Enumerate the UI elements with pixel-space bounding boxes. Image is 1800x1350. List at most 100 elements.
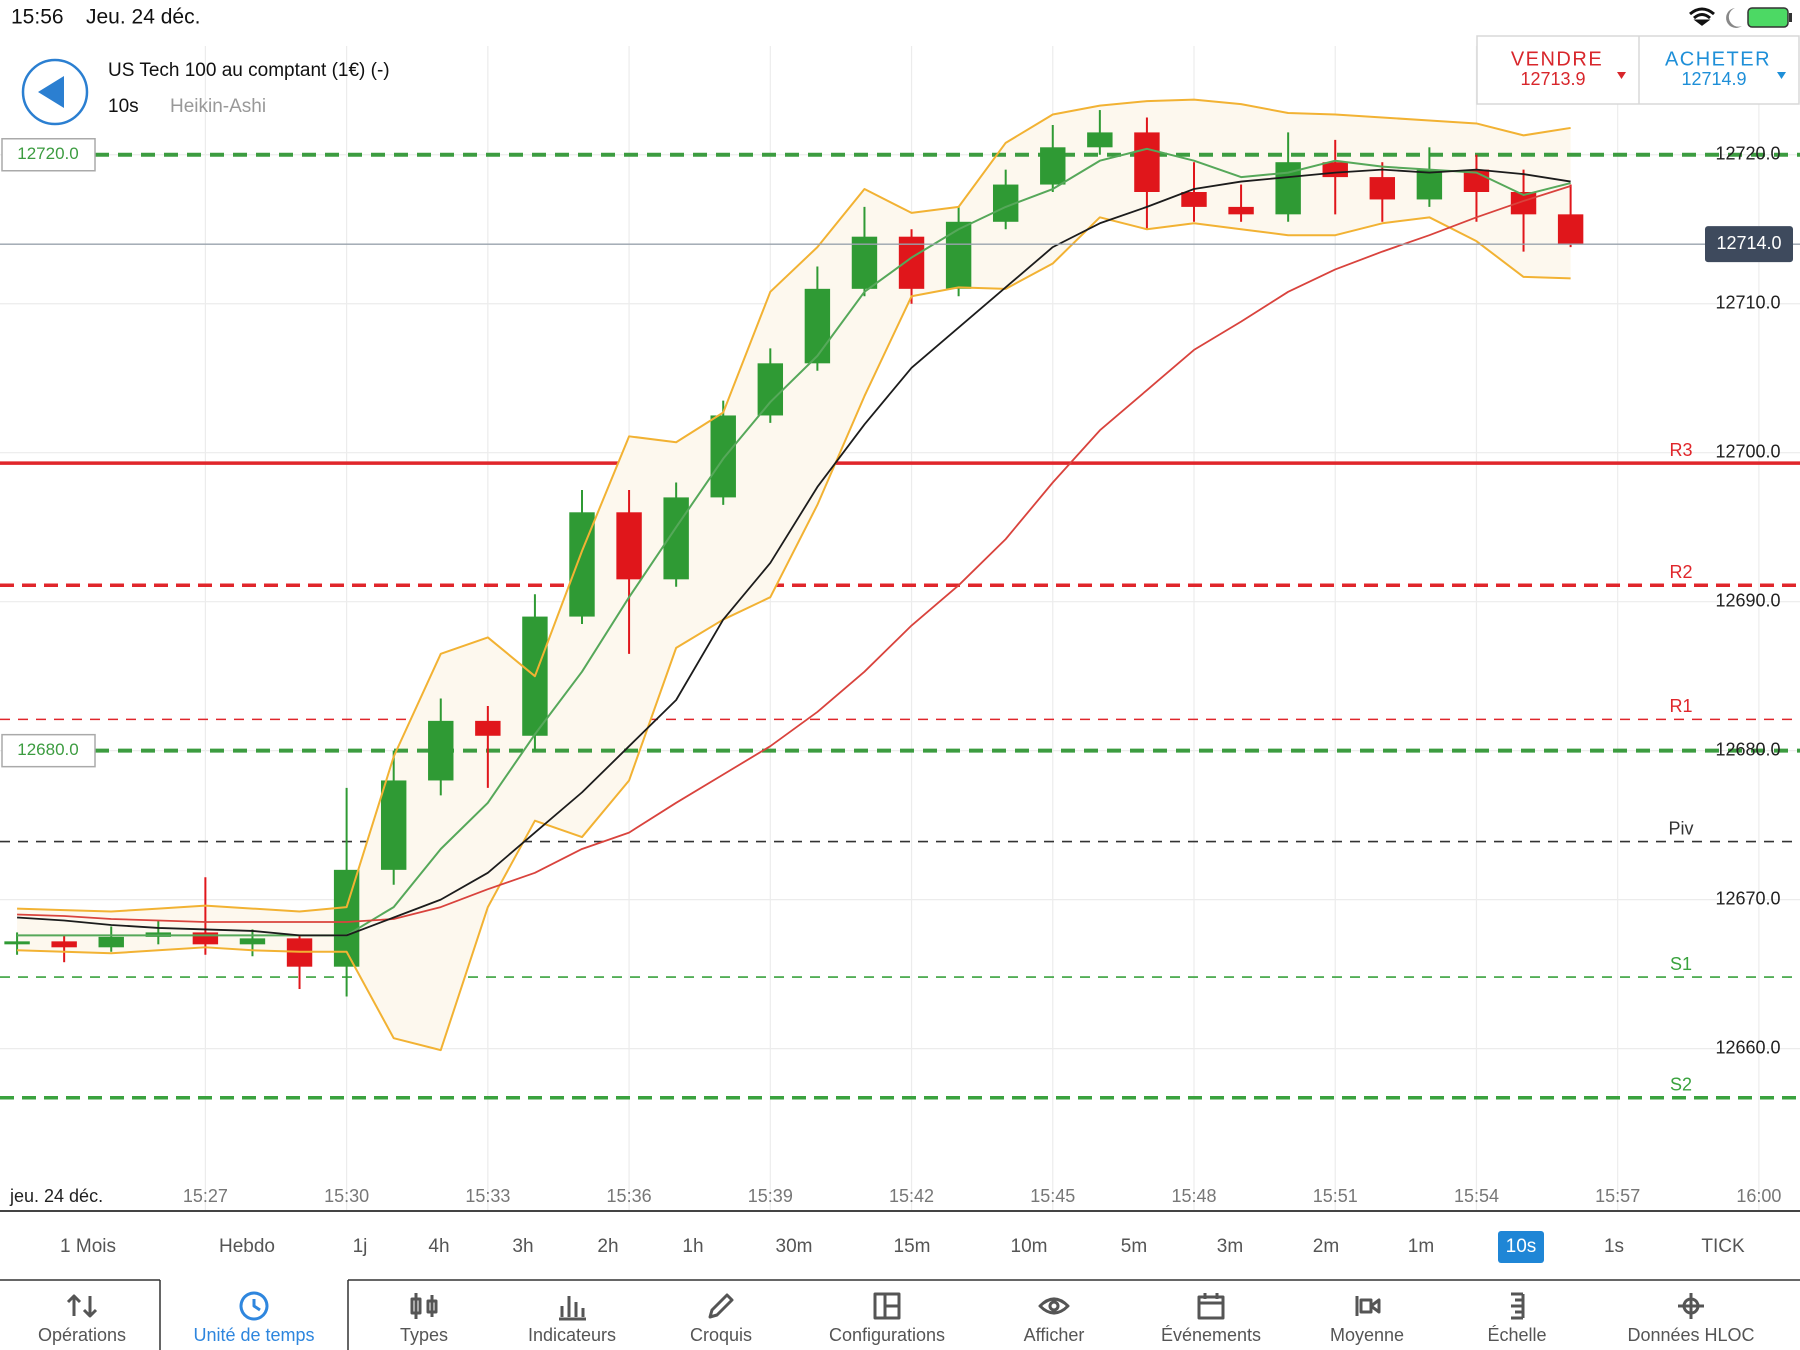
battery-tip [1789,13,1792,22]
toolbar-label[interactable]: Moyenne [1330,1325,1404,1345]
timeframe-option[interactable]: 30m [776,1236,813,1257]
candle-body [239,938,266,945]
sell-caret[interactable] [1617,72,1626,79]
toolbar-label[interactable]: Indicateurs [528,1325,616,1345]
timeframe-option[interactable]: 1s [1604,1236,1624,1257]
toolbar-label[interactable]: Unité de temps [193,1325,314,1345]
moon-icon [1726,8,1742,28]
toolbar-icon[interactable] [1355,1296,1381,1316]
toolbar-item[interactable]: Moyenne [1330,1296,1404,1345]
candle-body [98,936,124,948]
toolbar-label[interactable]: Croquis [690,1325,752,1345]
timeframe-option[interactable]: 3m [1217,1236,1243,1257]
x-tick-label: 15:42 [889,1186,934,1206]
toolbar-item[interactable]: Configurations [829,1292,945,1345]
timeframe-option[interactable]: 2h [597,1236,618,1257]
toolbar-label[interactable]: Afficher [1024,1325,1085,1345]
timeframe-selected[interactable] [1498,1231,1544,1263]
timeframe-option[interactable]: 3h [512,1236,533,1257]
toolbar-item[interactable]: Croquis [690,1293,752,1345]
sell-price[interactable]: 12713.9 [1520,69,1585,89]
x-tick-label: 15:57 [1595,1186,1640,1206]
y-tick-label: 12710.0 [1715,292,1780,312]
x-tick-label: 15:39 [748,1186,793,1206]
toolbar-label[interactable]: Configurations [829,1325,945,1345]
sell-label[interactable]: VENDRE [1511,48,1603,70]
toolbar-icon[interactable] [708,1293,734,1319]
toolbar-label[interactable]: Données HLOC [1627,1325,1754,1345]
timeframe-option[interactable]: 5m [1121,1236,1147,1257]
toolbar-icon[interactable] [66,1294,98,1318]
timeframe-option[interactable]: 4h [428,1236,449,1257]
toolbar-item[interactable]: Indicateurs [528,1296,616,1345]
pivot-label: R2 [1669,562,1692,582]
x-tick-label: 15:45 [1030,1186,1075,1206]
timeframe-option[interactable]: TICK [1701,1236,1745,1257]
timeframe-option[interactable]: 1j [353,1236,368,1257]
buy-button[interactable]: ACHETER 12714.9 [1665,48,1786,89]
toolbar-icon[interactable] [1678,1293,1704,1319]
toolbar-icon[interactable] [239,1291,269,1321]
alert-box[interactable] [1,138,96,172]
timeframe-option[interactable]: 10m [1011,1236,1048,1257]
band-upper [17,98,1571,913]
toolbar-icon[interactable] [873,1292,901,1320]
sell-button[interactable]: VENDRE 12713.9 [1511,48,1626,89]
timeframe-option[interactable]: 15m [894,1236,931,1257]
candle-body [4,941,30,945]
trade-panel: VENDRE 12713.9 ACHETER 12714.9 [1476,35,1800,105]
toolbar: Opérations Unité de temps Types Indicateurs… [0,1279,1800,1350]
chart-area [0,46,1800,1211]
toolbar-item[interactable]: Unité de temps [193,1291,315,1345]
toolbar-label[interactable]: Types [400,1325,448,1345]
toolbar-item[interactable]: Échelle [1487,1292,1547,1345]
timeframe-option[interactable]: 1h [682,1236,703,1257]
candle-body [1557,214,1584,245]
alert-label[interactable]: 12720.0 [17,144,78,163]
chart-style: Heikin-Ashi [170,96,266,117]
buy-price[interactable]: 12714.9 [1681,69,1746,89]
toolbar-icon[interactable] [1197,1293,1225,1320]
toolbar-item[interactable]: Événements [1161,1293,1261,1345]
toolbar-icon[interactable] [410,1293,438,1319]
moving-average [17,185,1571,923]
back-arrow[interactable] [38,76,64,108]
timeframe-option[interactable]: 2m [1313,1236,1339,1257]
toolbar-item[interactable]: Types [400,1293,448,1345]
toolbar-icon[interactable] [1511,1292,1525,1320]
candle-body [428,720,454,781]
buy-caret[interactable] [1777,72,1786,79]
toolbar-icon[interactable] [1038,1297,1070,1315]
date-label: jeu. 24 déc. [9,1186,103,1206]
toolbar-label[interactable]: Échelle [1487,1325,1546,1345]
candle-body [475,720,501,736]
alert-box[interactable] [1,733,96,768]
timeframe-option[interactable]: 1 Mois [60,1236,116,1257]
toolbar-item[interactable]: Afficher [1024,1297,1085,1345]
y-tick-label: 12700.0 [1715,441,1780,461]
timeframe-option[interactable]: 1m [1408,1236,1434,1257]
y-tick-label: 12660.0 [1715,1037,1780,1057]
buy-label[interactable]: ACHETER [1665,48,1771,70]
back-button[interactable] [21,58,89,126]
pivot-label: S2 [1670,1075,1692,1095]
toolbar-icon[interactable] [559,1296,586,1321]
candle-body [1181,191,1207,207]
toolbar-item[interactable]: Données HLOC [1627,1293,1755,1345]
x-tick-label: 15:36 [607,1186,652,1206]
toolbar-item[interactable]: Opérations [38,1294,126,1345]
toolbar-label[interactable]: Événements [1161,1325,1261,1345]
candle-body [192,932,219,945]
alert-label[interactable]: 12680.0 [17,740,78,759]
candle-body [1134,132,1160,192]
candle-body [380,780,407,870]
x-tick-label: 15:27 [183,1186,228,1206]
candle-body [851,236,878,289]
toolbar-label[interactable]: Opérations [38,1325,126,1345]
timeframe-option[interactable]: Hebdo [219,1236,275,1257]
timeframe-option[interactable]: 10s [1506,1236,1537,1257]
candle-body [804,288,831,364]
x-tick-label: 16:00 [1736,1186,1781,1206]
